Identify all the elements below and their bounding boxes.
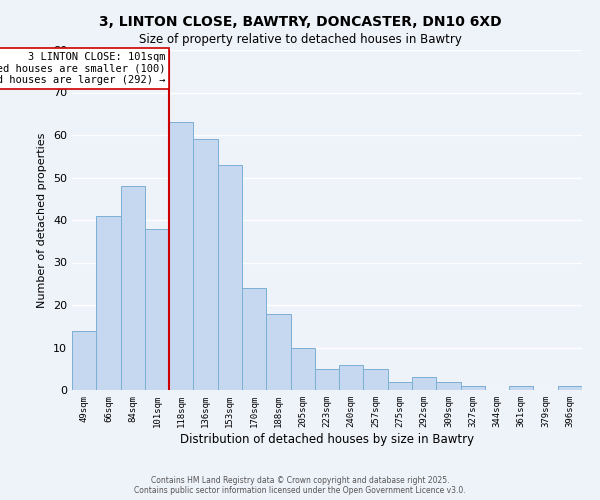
Bar: [242, 288, 266, 390]
Bar: [558, 386, 582, 390]
Bar: [412, 378, 436, 390]
Bar: [339, 364, 364, 390]
Bar: [266, 314, 290, 390]
Bar: [145, 228, 169, 390]
Bar: [96, 216, 121, 390]
Text: 3, LINTON CLOSE, BAWTRY, DONCASTER, DN10 6XD: 3, LINTON CLOSE, BAWTRY, DONCASTER, DN10…: [98, 15, 502, 29]
Y-axis label: Number of detached properties: Number of detached properties: [37, 132, 47, 308]
X-axis label: Distribution of detached houses by size in Bawtry: Distribution of detached houses by size …: [180, 432, 474, 446]
Bar: [364, 369, 388, 390]
Bar: [509, 386, 533, 390]
Bar: [315, 369, 339, 390]
Bar: [121, 186, 145, 390]
Text: 3 LINTON CLOSE: 101sqm
← 26% of detached houses are smaller (100)
74% of semi-de: 3 LINTON CLOSE: 101sqm ← 26% of detached…: [0, 52, 166, 86]
Bar: [193, 139, 218, 390]
Bar: [218, 165, 242, 390]
Bar: [169, 122, 193, 390]
Bar: [72, 330, 96, 390]
Bar: [436, 382, 461, 390]
Bar: [388, 382, 412, 390]
Bar: [461, 386, 485, 390]
Text: Size of property relative to detached houses in Bawtry: Size of property relative to detached ho…: [139, 32, 461, 46]
Text: Contains HM Land Registry data © Crown copyright and database right 2025.
Contai: Contains HM Land Registry data © Crown c…: [134, 476, 466, 495]
Bar: [290, 348, 315, 390]
